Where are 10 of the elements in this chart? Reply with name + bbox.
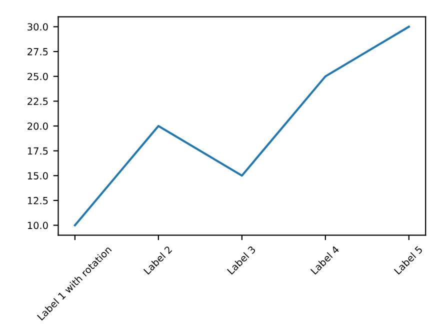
y-tick-label: 15.0 bbox=[28, 172, 48, 180]
y-tick-label: 12.5 bbox=[28, 196, 48, 204]
y-tick-label: 20.0 bbox=[28, 122, 48, 130]
y-tick-label: 25.0 bbox=[28, 72, 48, 80]
y-tick-label: 27.5 bbox=[28, 48, 48, 56]
y-tick-label: 10.0 bbox=[28, 222, 48, 230]
y-tick-label: 17.5 bbox=[28, 147, 48, 155]
y-tick-label: 22.5 bbox=[28, 98, 48, 106]
y-tick-label: 30.0 bbox=[28, 23, 48, 31]
line-series bbox=[74, 26, 410, 226]
